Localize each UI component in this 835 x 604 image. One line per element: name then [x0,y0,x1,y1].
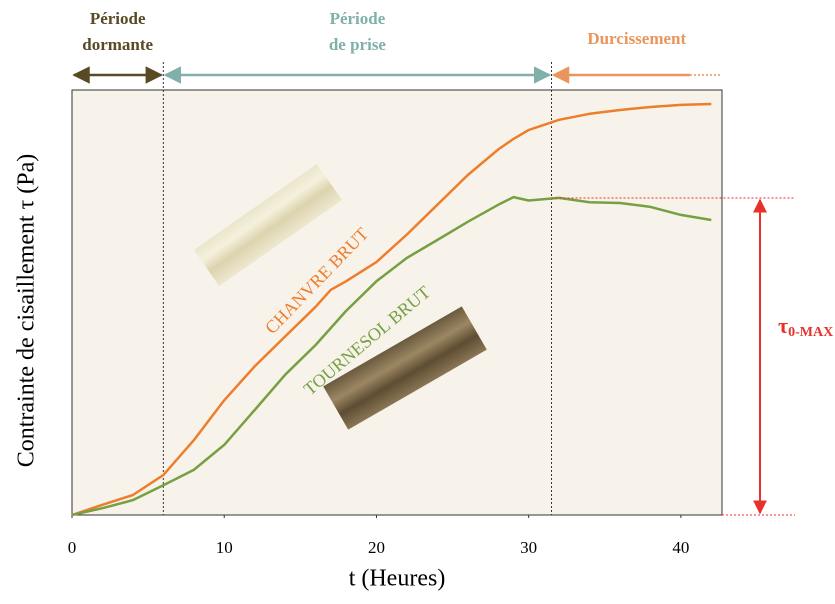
x-tick-label: 10 [216,538,233,557]
series-line [71,102,712,517]
plot-area [71,89,723,516]
x-axis-label: t (Heures) [349,566,446,592]
x-tick-label: 30 [520,538,537,557]
hemp-image [193,163,343,287]
phase-label: Période [90,9,146,28]
phase: Durcissement [551,29,722,515]
phase: Période de prise [162,9,552,515]
annotation-symbol: τ [778,313,788,338]
phase-label: Période [330,9,386,28]
y-axis-label: Contrainte de cisaillement τ (Pa) [14,154,40,468]
x-tick-label: 40 [672,538,689,557]
phase-label: de prise [329,35,387,54]
annotation-subscript: 0-MAX [788,325,833,340]
series-line [71,195,712,517]
phase: Période dormante [72,9,164,84]
x-tick-label: 20 [368,538,385,557]
annotation-label: τ0-MAX [778,313,833,340]
phase-label: Durcissement [587,29,686,48]
sunflower-image [323,306,487,430]
x-tick-label: 0 [68,538,77,557]
phase-label: dormante [82,35,153,54]
